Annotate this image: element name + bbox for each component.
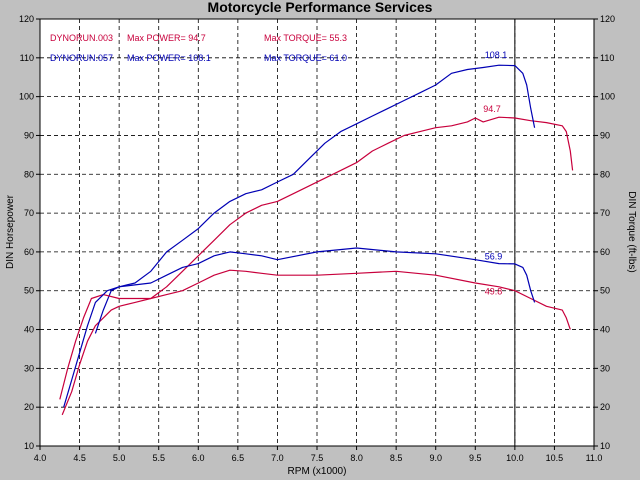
x-tick-label: 10.0 <box>506 453 524 463</box>
x-tick-label: 9.5 <box>469 453 482 463</box>
y-tick-label-right: 40 <box>600 325 610 335</box>
x-tick-label: 6.5 <box>232 453 245 463</box>
y-tick-label-left: 100 <box>19 92 34 102</box>
x-axis-ticks: 4.0 4.5 5.0 5.5 6.0 6.5 7.0 7.5 8.0 8.5 9.0 9.5 10.0… <box>34 446 603 463</box>
series-line-power-2 <box>94 64 536 334</box>
y-axis-label-right: DIN Torque (ft-lbs) <box>626 191 637 273</box>
legend-power-2: Max POWER= 108.1 <box>127 53 211 63</box>
legend-run-1: DYNORUN.003 <box>50 33 113 43</box>
y-tick-label-left: 90 <box>24 130 34 140</box>
y-tick-label-right: 50 <box>600 286 610 296</box>
series-group <box>59 64 574 416</box>
grid <box>40 19 594 446</box>
x-tick-label: 9.0 <box>429 453 442 463</box>
series-line-torque-3 <box>59 269 571 400</box>
series-line-power-1 <box>61 116 574 416</box>
y-tick-label-left: 20 <box>24 402 34 412</box>
chart-title: Motorcycle Performance Services <box>208 0 433 15</box>
series-line-torque-4 <box>63 247 536 408</box>
y-tick-label-right: 80 <box>600 169 610 179</box>
annotation-4: 49.8 <box>485 287 503 297</box>
y-tick-label-right: 120 <box>600 14 615 24</box>
y-tick-label-right: 110 <box>600 53 614 63</box>
legend-torque-2: Max TORQUE= 61.0 <box>264 53 347 63</box>
x-tick-label: 4.0 <box>34 453 47 463</box>
x-tick-label: 7.5 <box>311 453 324 463</box>
y-tick-label-left: 80 <box>24 169 34 179</box>
x-tick-label: 6.0 <box>192 453 205 463</box>
y-tick-label-right: 60 <box>600 247 610 257</box>
x-tick-label: 8.5 <box>390 453 403 463</box>
y-axis-ticks: 10 10 20 20 30 30 40 40 50 50 60 60 70 70 80 80 90 90 100 1… <box>19 14 615 451</box>
x-tick-label: 8.0 <box>350 453 363 463</box>
y-tick-label-left: 110 <box>20 53 34 63</box>
y-tick-label-left: 40 <box>24 325 34 335</box>
legend-torque-1: Max TORQUE= 55.3 <box>264 33 347 43</box>
y-tick-label-left: 70 <box>24 208 34 218</box>
annotation-3: 56.9 <box>485 252 503 262</box>
y-tick-label-right: 10 <box>600 441 610 451</box>
legend-power-1: Max POWER= 94.7 <box>127 33 206 43</box>
x-tick-label: 5.5 <box>152 453 165 463</box>
annotation-2: 94.7 <box>483 104 501 114</box>
x-tick-label: 7.0 <box>271 453 284 463</box>
y-tick-label-left: 10 <box>24 441 34 451</box>
annotations: 108.1 94.7 56.9 49.8 <box>483 50 507 297</box>
y-tick-label-left: 50 <box>24 286 34 296</box>
y-tick-label-left: 120 <box>19 14 34 24</box>
y-tick-label-right: 70 <box>600 208 610 218</box>
y-tick-label-right: 90 <box>600 130 610 140</box>
y-tick-label-right: 30 <box>600 363 610 373</box>
y-tick-label-left: 60 <box>24 247 34 257</box>
x-tick-label: 4.5 <box>73 453 86 463</box>
y-tick-label-right: 100 <box>600 92 615 102</box>
legend-run-2: DYNORUN.057 <box>50 53 113 63</box>
x-axis-label: RPM (x1000) <box>288 466 347 477</box>
x-tick-label: 10.5 <box>546 453 564 463</box>
x-tick-label: 5.0 <box>113 453 126 463</box>
annotation-1: 108.1 <box>485 50 508 60</box>
y-tick-label-right: 20 <box>600 402 610 412</box>
x-tick-label: 11.0 <box>586 453 603 463</box>
y-tick-label-left: 30 <box>24 363 34 373</box>
y-axis-label-left: DIN Horsepower <box>5 194 16 269</box>
